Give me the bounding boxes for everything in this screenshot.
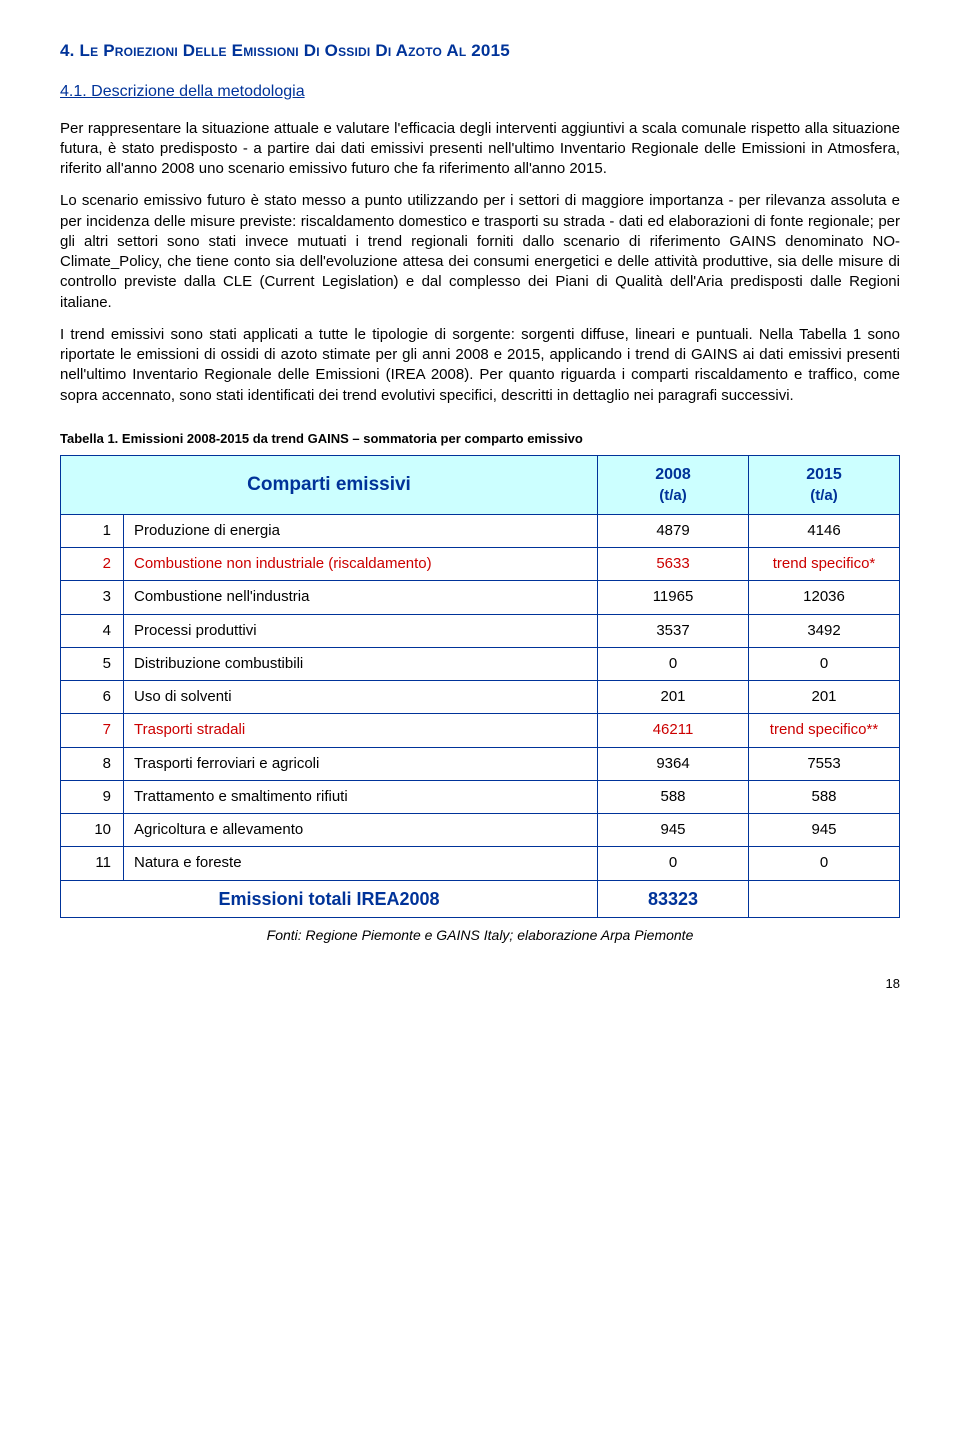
table-row: 6Uso di solventi201201 xyxy=(61,681,900,714)
row-index: 1 xyxy=(61,514,124,547)
row-2015-value: trend specifico** xyxy=(749,714,900,747)
sub-section-title: 4.1. Descrizione della metodologia xyxy=(60,81,900,103)
paragraph-3: I trend emissivi sono stati applicati a … xyxy=(60,325,900,406)
row-2008-value: 945 xyxy=(598,814,749,847)
table-row: 4Processi produttivi35373492 xyxy=(61,614,900,647)
row-2008-value: 46211 xyxy=(598,714,749,747)
row-label: Trattamento e smaltimento rifiuti xyxy=(124,780,598,813)
row-2008-value: 3537 xyxy=(598,614,749,647)
table-row: 9Trattamento e smaltimento rifiuti588588 xyxy=(61,780,900,813)
th-comparti: Comparti emissivi xyxy=(61,456,598,515)
row-2015-value: 201 xyxy=(749,681,900,714)
row-2008-value: 4879 xyxy=(598,514,749,547)
page-number: 18 xyxy=(60,975,900,993)
table-row: 10Agricoltura e allevamento945945 xyxy=(61,814,900,847)
row-index: 5 xyxy=(61,647,124,680)
row-label: Agricoltura e allevamento xyxy=(124,814,598,847)
row-label: Combustione nell'industria xyxy=(124,581,598,614)
row-index: 2 xyxy=(61,548,124,581)
section-title: 4. Le Proiezioni Delle Emissioni Di Ossi… xyxy=(60,40,900,63)
row-label: Trasporti stradali xyxy=(124,714,598,747)
row-2008-value: 9364 xyxy=(598,747,749,780)
row-index: 11 xyxy=(61,847,124,880)
row-2015-value: 0 xyxy=(749,847,900,880)
row-index: 3 xyxy=(61,581,124,614)
table-footer-note: Fonti: Regione Piemonte e GAINS Italy; e… xyxy=(60,926,900,945)
th-2008-unit: (t/a) xyxy=(659,487,687,504)
table-caption: Tabella 1. Emissioni 2008-2015 da trend … xyxy=(60,430,900,448)
th-2015-unit: (t/a) xyxy=(810,487,838,504)
row-2015-value: 945 xyxy=(749,814,900,847)
emissions-table: Comparti emissivi 2008 (t/a) 2015 (t/a) … xyxy=(60,455,900,918)
th-2015-year: 2015 xyxy=(806,466,842,483)
table-row: 1Produzione di energia48794146 xyxy=(61,514,900,547)
row-index: 9 xyxy=(61,780,124,813)
row-2015-value: 0 xyxy=(749,647,900,680)
paragraph-2: Lo scenario emissivo futuro è stato mess… xyxy=(60,191,900,313)
row-index: 8 xyxy=(61,747,124,780)
th-2015: 2015 (t/a) xyxy=(749,456,900,515)
paragraph-1: Per rappresentare la situazione attuale … xyxy=(60,119,900,180)
th-2008: 2008 (t/a) xyxy=(598,456,749,515)
row-2015-value: 4146 xyxy=(749,514,900,547)
row-label: Trasporti ferroviari e agricoli xyxy=(124,747,598,780)
row-2015-value: trend specifico* xyxy=(749,548,900,581)
row-2015-value: 3492 xyxy=(749,614,900,647)
table-row: 8Trasporti ferroviari e agricoli93647553 xyxy=(61,747,900,780)
row-label: Processi produttivi xyxy=(124,614,598,647)
row-2015-value: 588 xyxy=(749,780,900,813)
row-2008-value: 11965 xyxy=(598,581,749,614)
row-2015-value: 7553 xyxy=(749,747,900,780)
total-row: Emissioni totali IREA200883323 xyxy=(61,880,900,917)
table-row: 7Trasporti stradali46211trend specifico*… xyxy=(61,714,900,747)
row-2008-value: 588 xyxy=(598,780,749,813)
total-label: Emissioni totali IREA2008 xyxy=(61,880,598,917)
row-label: Natura e foreste xyxy=(124,847,598,880)
row-index: 10 xyxy=(61,814,124,847)
table-row: 11Natura e foreste00 xyxy=(61,847,900,880)
row-index: 4 xyxy=(61,614,124,647)
row-index: 6 xyxy=(61,681,124,714)
table-row: 5Distribuzione combustibili00 xyxy=(61,647,900,680)
table-row: 3Combustione nell'industria1196512036 xyxy=(61,581,900,614)
row-label: Distribuzione combustibili xyxy=(124,647,598,680)
row-2008-value: 0 xyxy=(598,647,749,680)
total-2008-value: 83323 xyxy=(598,880,749,917)
table-row: 2Combustione non industriale (riscaldame… xyxy=(61,548,900,581)
row-2008-value: 0 xyxy=(598,847,749,880)
row-2015-value: 12036 xyxy=(749,581,900,614)
row-2008-value: 5633 xyxy=(598,548,749,581)
row-label: Combustione non industriale (riscaldamen… xyxy=(124,548,598,581)
row-label: Produzione di energia xyxy=(124,514,598,547)
th-2008-year: 2008 xyxy=(655,466,691,483)
row-2008-value: 201 xyxy=(598,681,749,714)
row-label: Uso di solventi xyxy=(124,681,598,714)
row-index: 7 xyxy=(61,714,124,747)
total-2015-value xyxy=(749,880,900,917)
